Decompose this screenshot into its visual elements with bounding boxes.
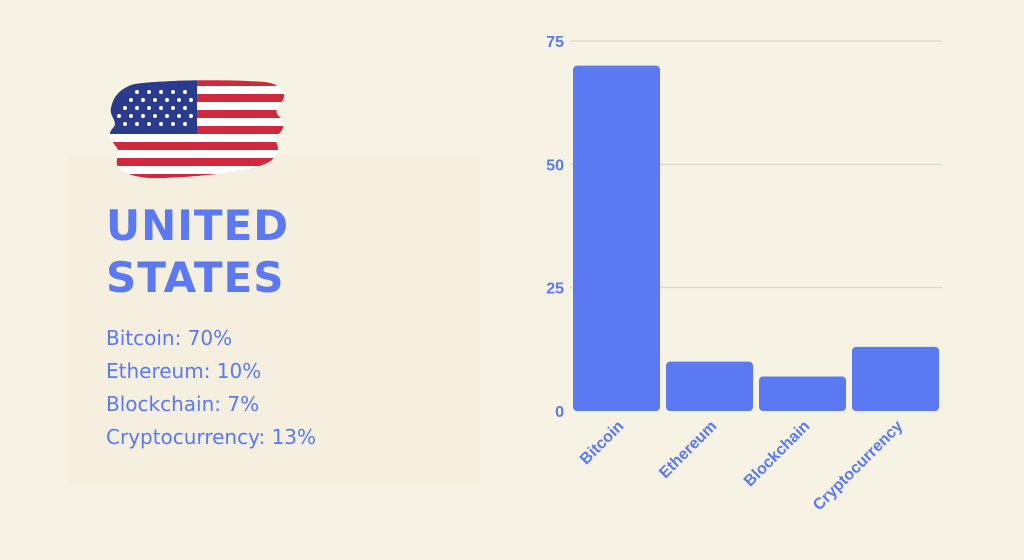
y-tick-label-0: 0 — [555, 404, 564, 421]
x-tick-label-cryptocurrency: Cryptocurrency — [810, 418, 906, 514]
bar-ethereum — [666, 361, 753, 411]
info-panel — [68, 155, 480, 485]
stat-cryptocurrency: Cryptocurrency: 13% — [106, 425, 317, 449]
bar-bitcoin — [573, 65, 660, 411]
y-tick-label-50: 50 — [546, 157, 564, 174]
stat-blockchain: Blockchain: 7% — [106, 392, 260, 416]
x-tick-label-bitcoin: Bitcoin — [577, 418, 627, 468]
y-tick-label-75: 75 — [546, 34, 564, 51]
bar-blockchain — [759, 376, 846, 411]
x-tick-label-ethereum: Ethereum — [656, 418, 720, 482]
stats-list: Bitcoin: 70% Ethereum: 10% Blockchain: 7… — [106, 322, 316, 454]
x-tick-label-blockchain: Blockchain — [741, 418, 813, 490]
bar-cryptocurrency — [852, 346, 939, 411]
country-title-line2: STATES — [106, 253, 285, 302]
stat-ethereum: Ethereum: 10% — [106, 359, 262, 383]
usa-flag-icon — [110, 80, 285, 179]
country-title: UNITED STATES — [106, 200, 289, 304]
bar-chart: 0 25 50 75 Bitcoin Ethereum BlockchainCryptocu… — [546, 34, 942, 514]
country-title-line1: UNITED — [106, 201, 290, 250]
stat-bitcoin: Bitcoin: 70% — [106, 326, 233, 350]
y-tick-label-25: 25 — [546, 281, 564, 298]
